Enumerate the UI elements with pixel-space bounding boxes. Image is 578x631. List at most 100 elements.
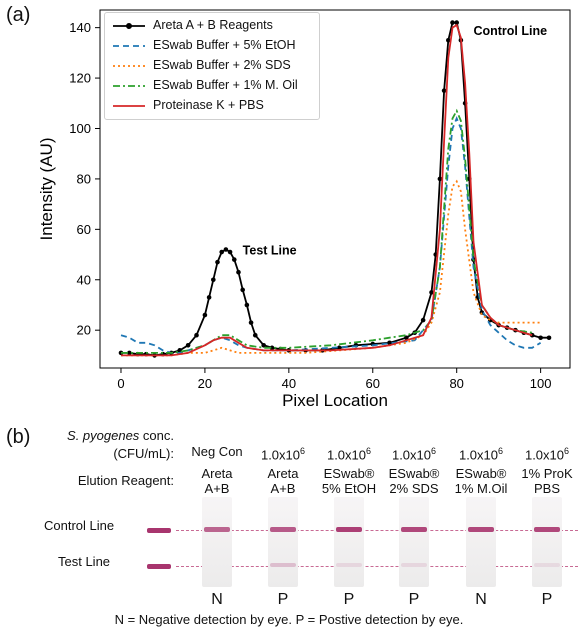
y-tick-label: 40 — [77, 272, 91, 287]
strip-conc-value: 1.0x10 — [326, 447, 367, 463]
legend-swatch — [113, 105, 145, 107]
y-tick-label: 140 — [69, 20, 91, 35]
legend-entry: ESwab Buffer + 2% SDS — [105, 57, 319, 75]
x-tick-label: 60 — [366, 376, 380, 391]
strip-result: P — [343, 591, 355, 608]
control-line-label: Control Line — [44, 518, 115, 533]
strip-conc-exponent: 6 — [498, 446, 504, 456]
y-tick-label: 80 — [77, 171, 91, 186]
strip-conc-exponent: 6 — [431, 446, 437, 456]
series-point — [227, 249, 233, 255]
strip-conc-exponent: 6 — [300, 446, 306, 456]
strip-concentration: 1.0x106 — [379, 444, 449, 462]
control-band — [204, 527, 230, 532]
series-point — [404, 335, 409, 341]
legend-entry: ESwab Buffer + 1% M. Oil — [105, 77, 319, 95]
series-point — [454, 20, 459, 25]
test-band — [270, 563, 296, 567]
legend-entry: Areta A + B Reagents — [105, 17, 319, 35]
series-line-3 — [121, 108, 533, 354]
strip-conc-value: 1.0x10 — [458, 447, 499, 463]
test-line-guide — [176, 566, 578, 567]
strip-conc-value: 1.0x10 — [524, 447, 565, 463]
strip-reagent-line: 5% EtOH — [321, 481, 377, 496]
legend-entry: Proteinase K + PBS — [105, 97, 319, 115]
footer-note: N = Negative detection by eye. P = Posti… — [114, 612, 464, 627]
test-strip — [399, 497, 429, 587]
legend-swatch — [113, 23, 145, 29]
series-point — [437, 176, 443, 182]
strip-reagent-line: A+B — [204, 481, 230, 496]
elution-reagent-label: Elution Reagent: — [77, 473, 174, 488]
test-strip — [268, 497, 298, 587]
test-strip — [334, 497, 364, 587]
series-point — [244, 302, 250, 308]
annotation-label: Control Line — [473, 24, 547, 38]
series-point — [202, 312, 208, 318]
legend-label: Proteinase K + PBS — [153, 98, 264, 112]
strip-reagent-line: ESwab® — [323, 466, 375, 481]
reference-test-band — [147, 564, 171, 569]
legend-label: ESwab Buffer + 5% EtOH — [153, 38, 296, 52]
legend-swatch — [113, 85, 145, 87]
strip-result: N — [211, 591, 223, 608]
strip-reagent-line: Areta — [201, 466, 233, 481]
series-point — [538, 335, 543, 341]
conc-unit-label: (CFU/mL): — [113, 446, 174, 461]
series-point — [177, 348, 183, 353]
strip-result: P — [277, 591, 289, 608]
strip-conc-exponent: 6 — [366, 446, 372, 456]
chart-legend: Areta A + B Reagents ESwab Buffer + 5% Et… — [104, 12, 320, 120]
strip-concentration: 1.0x106 — [446, 444, 516, 462]
test-line-label: Test Line — [58, 554, 111, 569]
series-point — [429, 290, 434, 295]
panel-a-label: (a) — [6, 4, 31, 26]
series-point — [206, 295, 212, 300]
series-point — [387, 340, 392, 346]
panel-b-label: (b) — [6, 426, 31, 448]
test-strip — [532, 497, 562, 587]
test-band — [401, 563, 427, 567]
series-point — [236, 269, 241, 275]
strip-conc-exponent: 6 — [564, 446, 570, 456]
control-band — [336, 527, 362, 532]
strip-result: P — [408, 591, 420, 608]
strip-conc-value: 1.0x10 — [391, 447, 432, 463]
concentration-header: S. pyogenes conc. — [44, 428, 174, 443]
control-band — [270, 527, 296, 532]
x-axis-label: Pixel Location — [282, 391, 388, 410]
strip-concentration: Neg Con — [182, 444, 252, 459]
strip-result: P — [541, 591, 553, 608]
series-point — [546, 335, 552, 341]
strip-concentration: 1.0x106 — [314, 444, 384, 462]
legend-swatch — [113, 65, 145, 67]
strip-reagent-line: A+B — [270, 481, 296, 496]
strip-reagent-line: PBS — [533, 481, 560, 496]
strip-result: N — [475, 591, 487, 608]
legend-entry: ESwab Buffer + 5% EtOH — [105, 37, 319, 55]
test-band — [534, 563, 560, 567]
series-point — [240, 287, 245, 293]
strip-reagent-line: 1% M.Oil — [454, 481, 508, 496]
series-point — [118, 350, 124, 356]
strip-concentration: 1.0x106 — [512, 444, 578, 462]
series-point — [219, 249, 224, 255]
y-tick-label: 20 — [77, 323, 91, 338]
strip-conc-value: Neg Con — [191, 444, 243, 459]
series-point — [248, 320, 254, 325]
control-band — [401, 527, 427, 532]
legend-label: Areta A + B Reagents — [153, 18, 273, 32]
series-line-4 — [121, 23, 533, 357]
strip-conc-value: 1.0x10 — [260, 447, 301, 463]
strip-reagent-line: ESwab® — [388, 466, 440, 481]
x-tick-label: 100 — [530, 376, 552, 391]
series-point — [261, 343, 266, 348]
y-axis-label: Intensity (AU) — [37, 138, 56, 241]
strip-concentration: 1.0x106 — [248, 444, 318, 462]
y-tick-label: 100 — [69, 121, 91, 136]
series-point — [127, 350, 132, 356]
strip-reagent-line: 2% SDS — [389, 481, 439, 496]
x-tick-label: 80 — [449, 376, 463, 391]
series-point — [194, 332, 199, 338]
